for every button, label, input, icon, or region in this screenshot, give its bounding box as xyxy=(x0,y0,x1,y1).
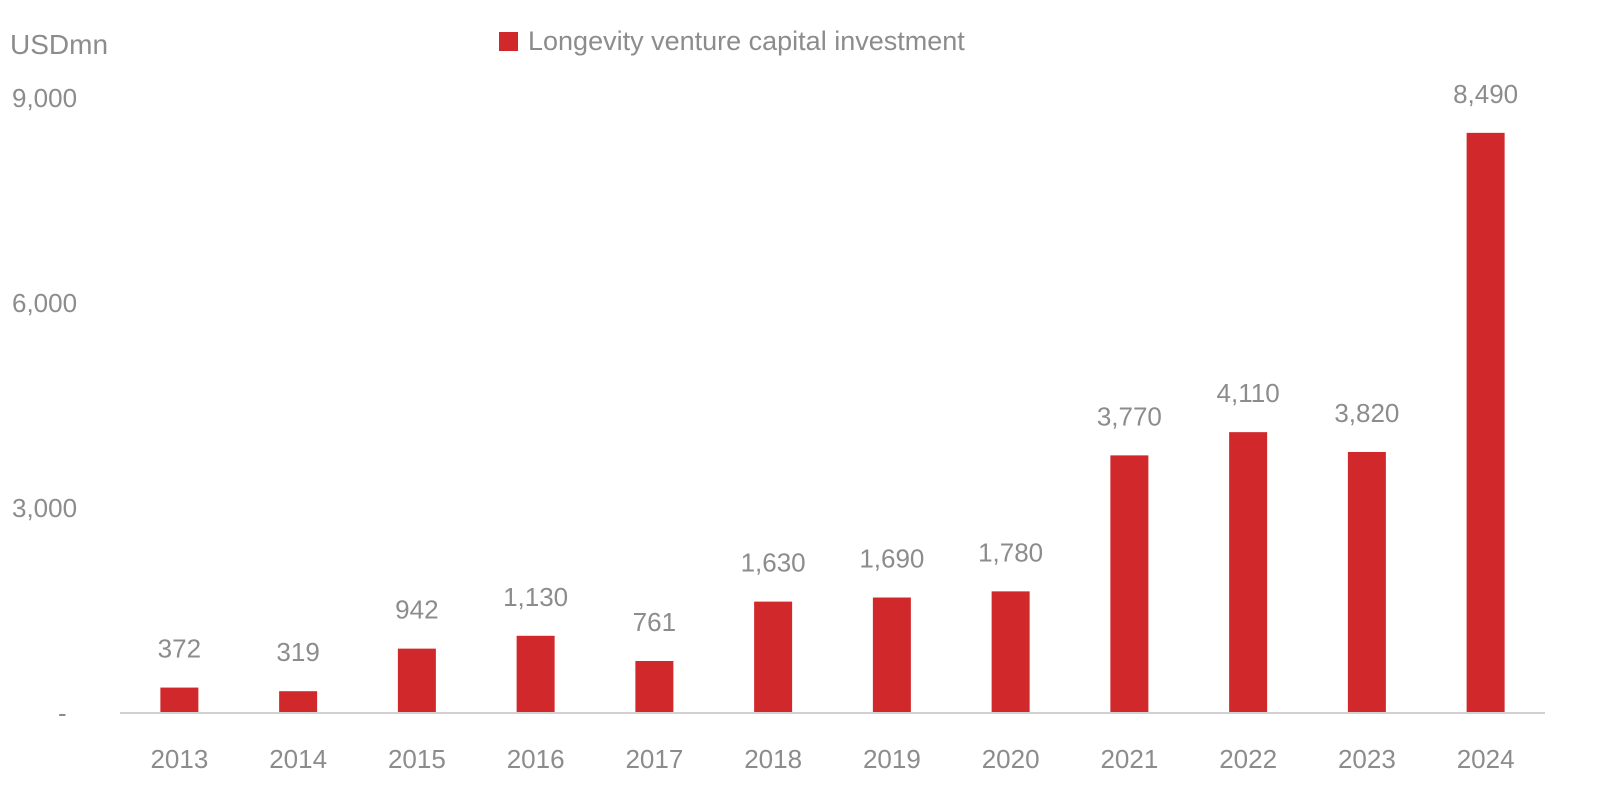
x-tick-label: 2019 xyxy=(863,744,921,774)
data-label: 319 xyxy=(276,637,319,667)
bar xyxy=(160,687,199,713)
x-tick-label: 2020 xyxy=(982,744,1040,774)
y-axis-ticks: - 3,000 6,000 9,000 xyxy=(12,83,77,728)
bar xyxy=(516,635,555,713)
x-axis-labels: 2013 2014 2015 2016 2017 2018 2019 2020 2021 2022… xyxy=(150,744,1514,774)
data-label: 761 xyxy=(633,607,676,637)
x-tick-label: 2015 xyxy=(388,744,446,774)
data-label: 3,820 xyxy=(1334,398,1399,428)
bar xyxy=(279,691,318,713)
data-label: 372 xyxy=(158,634,201,664)
x-tick-label: 2016 xyxy=(507,744,565,774)
value-labels: 372 319 942 1,130 761 1,630 1,690 1,780 3,770 4,1… xyxy=(158,79,1518,667)
bar xyxy=(1466,132,1505,714)
data-label: 1,130 xyxy=(503,582,568,612)
data-label: 8,490 xyxy=(1453,79,1518,109)
bar xyxy=(1347,451,1386,713)
y-tick-label: 6,000 xyxy=(12,288,77,318)
legend: Longevity venture capital investment xyxy=(499,26,965,56)
legend-swatch xyxy=(499,32,518,51)
x-tick-label: 2014 xyxy=(269,744,327,774)
y-tick-label: - xyxy=(58,698,67,728)
x-tick-label: 2018 xyxy=(744,744,802,774)
legend-label: Longevity venture capital investment xyxy=(528,26,965,56)
x-tick-label: 2021 xyxy=(1100,744,1158,774)
bars xyxy=(160,132,1505,714)
x-tick-label: 2013 xyxy=(150,744,208,774)
y-tick-label: 9,000 xyxy=(12,83,77,113)
data-label: 3,770 xyxy=(1097,401,1162,431)
bar xyxy=(635,660,674,713)
bar xyxy=(1110,455,1149,713)
bar xyxy=(991,591,1030,713)
data-label: 1,690 xyxy=(859,544,924,574)
bar xyxy=(754,601,793,713)
bar xyxy=(1229,432,1268,713)
y-tick-label: 3,000 xyxy=(12,493,77,523)
x-tick-label: 2017 xyxy=(625,744,683,774)
y-axis-unit-label: USDmn xyxy=(10,29,108,60)
x-tick-label: 2022 xyxy=(1219,744,1277,774)
data-label: 1,630 xyxy=(741,548,806,578)
data-label: 4,110 xyxy=(1217,378,1280,408)
x-tick-label: 2023 xyxy=(1338,744,1396,774)
data-label: 1,780 xyxy=(978,537,1043,567)
bar xyxy=(397,648,436,713)
data-label: 942 xyxy=(395,595,438,625)
bar xyxy=(872,597,911,713)
x-tick-label: 2024 xyxy=(1457,744,1515,774)
